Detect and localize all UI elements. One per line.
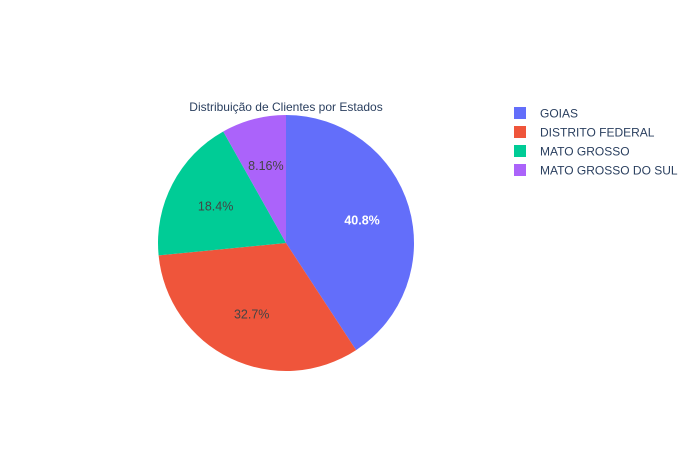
pie-slice-labels: 40.8% 32.7% 18.4% 8.16% bbox=[198, 159, 380, 321]
pie-label-mato-grosso-do-sul: 8.16% bbox=[248, 159, 283, 173]
legend-item-mato-grosso[interactable]: MATO GROSSO bbox=[514, 145, 630, 159]
pie-label-mato-grosso: 18.4% bbox=[198, 199, 233, 213]
pie-label-goias: 40.8% bbox=[344, 213, 379, 227]
legend-label: GOIAS bbox=[540, 107, 578, 121]
legend-label: MATO GROSSO DO SUL bbox=[540, 164, 678, 178]
legend: GOIAS DISTRITO FEDERAL MATO GROSSO MATO GRO… bbox=[514, 107, 678, 178]
pie-slice-mato-grosso[interactable] bbox=[157, 131, 286, 256]
chart-title: Distribuição de Clientes por Estados bbox=[189, 100, 382, 114]
pie-label-distrito-federal: 32.7% bbox=[234, 308, 269, 322]
legend-label: DISTRITO FEDERAL bbox=[540, 126, 655, 140]
legend-label: MATO GROSSO bbox=[540, 145, 630, 159]
pie-slice-goias[interactable] bbox=[286, 115, 414, 351]
legend-item-distrito-federal[interactable]: DISTRITO FEDERAL bbox=[514, 126, 655, 140]
pie-slices bbox=[157, 115, 414, 371]
legend-swatch bbox=[514, 126, 526, 138]
legend-swatch bbox=[514, 164, 526, 176]
legend-swatch bbox=[514, 145, 526, 157]
legend-swatch bbox=[514, 107, 526, 119]
legend-item-mato-grosso-do-sul[interactable]: MATO GROSSO DO SUL bbox=[514, 164, 678, 178]
pie-slice-mato-grosso-do-sul[interactable] bbox=[223, 115, 286, 243]
legend-item-goias[interactable]: GOIAS bbox=[514, 107, 578, 121]
pie-slice-distrito-federal[interactable] bbox=[158, 243, 357, 371]
